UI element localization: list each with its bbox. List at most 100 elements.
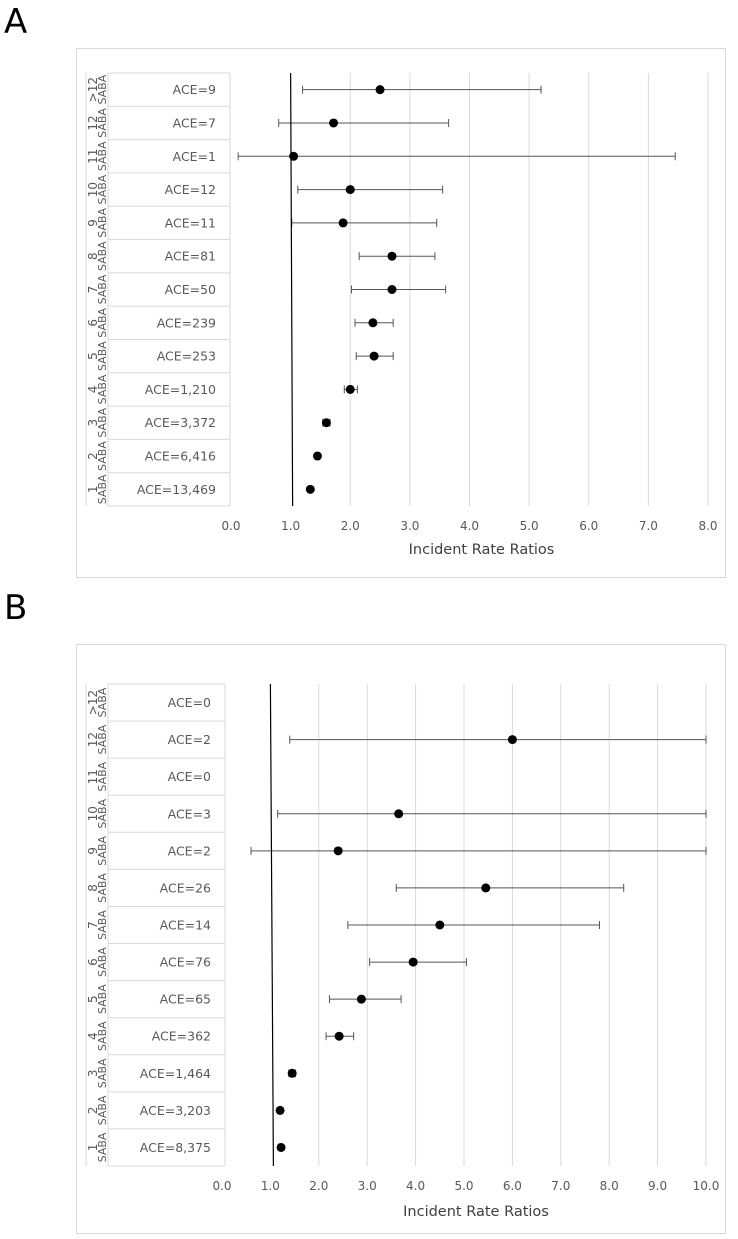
row-label: ACE=0 xyxy=(168,769,211,784)
panel-label-b: B xyxy=(4,588,28,628)
point-estimate xyxy=(368,318,378,328)
x-tick-label: 5.0 xyxy=(454,1179,473,1193)
point-estimate xyxy=(375,85,385,95)
row-label: ACE=253 xyxy=(157,349,216,364)
group-number-label: 8 xyxy=(86,252,100,260)
x-tick-label: 1.0 xyxy=(281,519,300,533)
group-name-label: SABA xyxy=(96,1058,109,1088)
row-label: ACE=50 xyxy=(165,282,216,297)
row-label: ACE=239 xyxy=(157,315,216,330)
row-label: ACE=362 xyxy=(152,1029,211,1044)
group-name-label: SABA xyxy=(96,374,109,404)
group-name-label: SABA xyxy=(96,1095,109,1125)
group-number-label: 1 xyxy=(86,1144,100,1152)
row-label: ACE=3,203 xyxy=(140,1103,211,1118)
group-number-label: 2 xyxy=(86,1107,100,1115)
chart-b-reference-line xyxy=(269,683,274,1167)
chart-a-frame xyxy=(76,48,726,578)
point-estimate xyxy=(356,994,366,1004)
point-estimate xyxy=(435,920,445,930)
group-number-label: 11 xyxy=(86,769,100,784)
group-name-label: SABA xyxy=(96,74,109,104)
group-name-label: SABA xyxy=(96,274,109,304)
row-label: ACE=2 xyxy=(168,732,211,747)
x-tick-label: 4.0 xyxy=(460,519,479,533)
point-estimate xyxy=(387,251,397,261)
point-estimate xyxy=(394,809,404,819)
x-tick-label: 7.0 xyxy=(551,1179,570,1193)
x-tick-label: 1.0 xyxy=(261,1179,280,1193)
group-name-label: SABA xyxy=(96,835,109,865)
group-number-label: 12 xyxy=(86,732,100,747)
group-name-label: SABA xyxy=(96,798,109,828)
group-number-label: 1 xyxy=(86,486,100,494)
group-name-label: SABA xyxy=(96,687,109,717)
group-name-label: SABA xyxy=(96,141,109,171)
row-label: ACE=65 xyxy=(160,992,211,1007)
group-name-label: SABA xyxy=(96,724,109,754)
point-estimate xyxy=(287,1068,297,1078)
group-name-label: SABA xyxy=(96,208,109,238)
x-tick-label: 2.0 xyxy=(341,519,360,533)
row-label: ACE=14 xyxy=(160,918,211,933)
x-tick-label: 9.0 xyxy=(648,1179,667,1193)
row-label: ACE=12 xyxy=(165,182,216,197)
chart-a-x-axis-title: Incident Rate Ratios xyxy=(409,542,555,558)
group-name-label: SABA xyxy=(96,407,109,437)
group-number-label: 11 xyxy=(86,149,100,164)
row-label: ACE=13,469 xyxy=(137,482,216,497)
chart-a-reference-line xyxy=(290,72,294,507)
group-number-label: 3 xyxy=(86,419,100,427)
group-name-label: SABA xyxy=(96,910,109,940)
row-label: ACE=8,375 xyxy=(140,1140,211,1155)
x-tick-label: 10.0 xyxy=(693,1179,720,1193)
group-number-label: 4 xyxy=(86,1032,100,1040)
row-label: ACE=1 xyxy=(173,149,216,164)
group-name-label: SABA xyxy=(96,947,109,977)
point-estimate xyxy=(387,285,397,294)
x-tick-label: 5.0 xyxy=(520,519,539,533)
group-number-label: 6 xyxy=(86,319,100,327)
group-name-label: SABA xyxy=(96,341,109,371)
group-number-label: >12 xyxy=(86,690,100,715)
chart-b-frame xyxy=(76,644,726,1234)
group-number-label: 10 xyxy=(86,182,100,197)
x-tick-label: 0.0 xyxy=(221,519,240,533)
group-number-label: 3 xyxy=(86,1069,100,1077)
point-estimate xyxy=(369,351,379,361)
row-label: ACE=3 xyxy=(168,806,211,821)
group-number-label: 8 xyxy=(86,884,100,892)
x-tick-label: 8.0 xyxy=(698,519,717,533)
x-tick-label: 3.0 xyxy=(358,1179,377,1193)
row-label: ACE=81 xyxy=(165,249,216,264)
row-label: ACE=26 xyxy=(160,880,211,895)
point-estimate xyxy=(481,883,491,893)
row-label: ACE=7 xyxy=(173,115,216,130)
group-number-label: 9 xyxy=(86,847,100,855)
point-estimate xyxy=(345,185,355,195)
point-estimate xyxy=(507,735,517,745)
row-label: ACE=1,210 xyxy=(145,382,216,397)
group-name-label: SABA xyxy=(96,1021,109,1051)
row-label: ACE=6,416 xyxy=(145,449,216,464)
group-number-label: 12 xyxy=(86,115,100,130)
x-tick-label: 6.0 xyxy=(579,519,598,533)
group-name-label: SABA xyxy=(96,174,109,204)
group-number-label: 5 xyxy=(86,995,100,1003)
group-number-label: 2 xyxy=(86,452,100,460)
group-number-label: 4 xyxy=(86,386,100,394)
row-label: ACE=11 xyxy=(165,215,216,230)
row-label: ACE=2 xyxy=(168,843,211,858)
x-tick-label: 2.0 xyxy=(309,1179,328,1193)
point-estimate xyxy=(321,418,331,428)
group-number-label: >12 xyxy=(86,77,100,102)
panel-label-a: A xyxy=(4,2,28,42)
x-tick-label: 4.0 xyxy=(406,1179,425,1193)
point-estimate xyxy=(276,1142,286,1152)
x-tick-label: 6.0 xyxy=(503,1179,522,1193)
point-estimate xyxy=(338,218,348,228)
group-name-label: SABA xyxy=(96,1132,109,1162)
row-label: ACE=3,372 xyxy=(145,415,216,430)
